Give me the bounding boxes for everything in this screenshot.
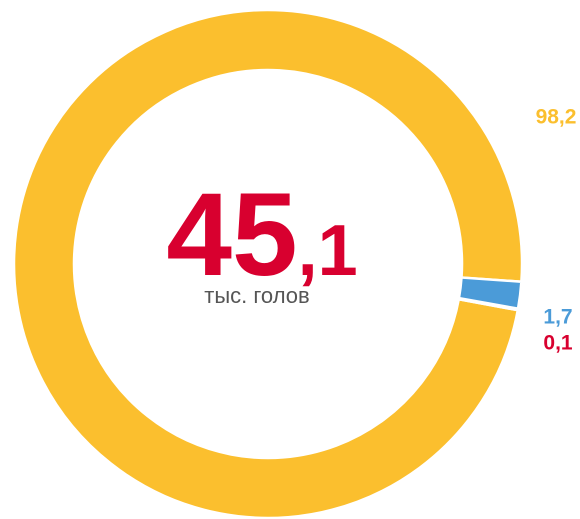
donut-slice bbox=[457, 276, 523, 311]
value-label: 0,1 bbox=[543, 332, 573, 355]
center-value: 45,1 bbox=[166, 169, 357, 301]
center-label: тыс. голов bbox=[204, 283, 309, 308]
value-label: 1,7 bbox=[543, 306, 572, 329]
value-label: 98,2 bbox=[536, 106, 577, 129]
donut-slice bbox=[12, 8, 524, 519]
